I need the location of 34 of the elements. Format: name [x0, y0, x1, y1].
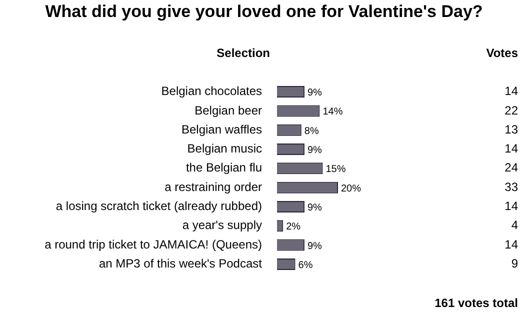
y-tick-label: an MP3 of this week's Podcast [98, 256, 263, 271]
text: 161 votes total [434, 296, 518, 310]
data-label: 9% [307, 240, 322, 252]
text: 22 [504, 103, 518, 118]
text: 14 [504, 142, 518, 156]
data-label: 9% [307, 88, 322, 99]
y-tick-label: a year's supply [182, 218, 262, 232]
y-tick-label: a round trip ticket to JAMAICA! (Queens) [44, 237, 262, 252]
y-tick-label: a losing scratch ticket (already rubbed) [56, 199, 262, 214]
data-label: 20% [341, 183, 362, 194]
text: 13 [504, 122, 518, 136]
data-label: 9% [307, 202, 322, 214]
data-label: 14% [322, 106, 343, 118]
text: 4 [511, 218, 518, 232]
y-tick-label: a restraining order [164, 180, 262, 194]
chart-title: What did you give your loved one for Valentine's Day? [44, 2, 484, 22]
text: 24 [504, 160, 518, 175]
text: Votes [486, 46, 518, 60]
data-label: 6% [298, 260, 313, 271]
y-axis-title: Selection [216, 46, 270, 60]
data-label: 9% [307, 145, 322, 156]
data-label: 2% [286, 222, 301, 233]
y-tick-label: Belgian music [187, 142, 262, 156]
y-tick-label: Belgian waffles [182, 122, 262, 136]
data-label: 15% [326, 164, 346, 176]
text: 14 [504, 84, 518, 98]
y-tick-label: Belgian beer [194, 103, 262, 118]
text: 33 [504, 180, 518, 194]
y-tick-label: Belgian chocolates [161, 84, 262, 98]
text: 14 [504, 199, 518, 214]
y-tick-label: the Belgian flu [186, 160, 262, 175]
text: 14 [504, 237, 518, 252]
data-label: 8% [304, 126, 319, 137]
text: 9 [511, 256, 518, 271]
